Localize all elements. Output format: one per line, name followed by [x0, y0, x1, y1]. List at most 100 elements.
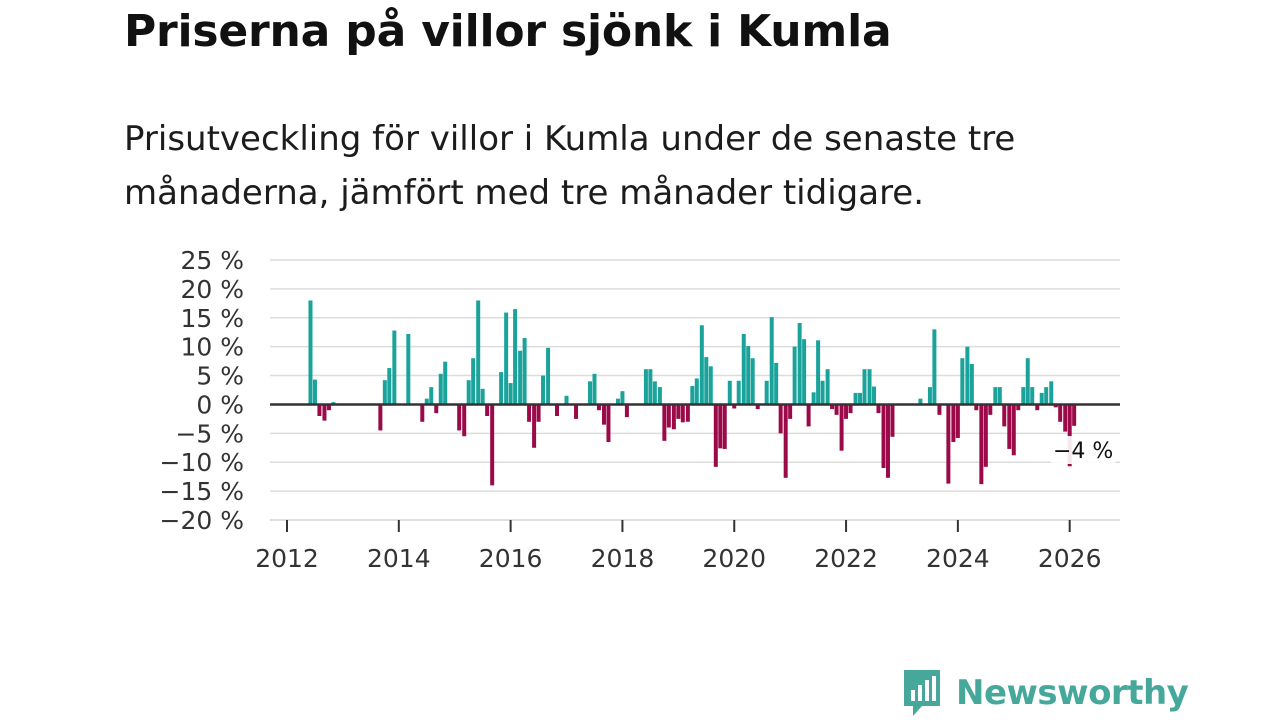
bar: [969, 364, 974, 405]
bar: [830, 404, 835, 410]
bar: [881, 404, 886, 468]
bar: [620, 391, 625, 405]
annotation-background: [1050, 436, 1117, 464]
bar: [513, 309, 518, 405]
bar: [802, 339, 807, 405]
bar: [816, 340, 821, 405]
bar: [741, 333, 746, 405]
bar: [438, 373, 443, 405]
bar: [746, 346, 751, 405]
bar: [997, 387, 1002, 405]
bar: [825, 369, 830, 405]
bar: [965, 346, 970, 405]
bar: [1011, 404, 1016, 456]
bar: [727, 380, 732, 405]
bar: [1016, 404, 1021, 411]
bar: [1039, 392, 1044, 405]
bar: [490, 404, 495, 486]
bar: [713, 404, 718, 467]
y-tick-label: −20 %: [160, 506, 244, 535]
bar: [993, 387, 998, 405]
bar: [951, 404, 956, 442]
bar: [518, 350, 523, 405]
bar: [690, 385, 695, 405]
bar: [820, 380, 825, 405]
bar: [596, 404, 601, 411]
bar: [979, 404, 984, 485]
bar: [471, 358, 476, 405]
bar: [308, 300, 313, 405]
bar: [592, 373, 597, 405]
y-tick-label: 15 %: [180, 304, 244, 333]
bar: [504, 312, 509, 405]
bar: [699, 325, 704, 405]
x-tick-label: 2022: [814, 544, 878, 573]
y-tick-label: −15 %: [160, 477, 244, 506]
y-tick-label: −5 %: [175, 419, 244, 448]
bar: [424, 398, 429, 405]
y-tick-label: 10 %: [180, 333, 244, 362]
bar: [1007, 404, 1012, 449]
grid-lines: [270, 259, 1120, 521]
bar: [662, 404, 667, 441]
bar: [955, 404, 960, 438]
bar: [718, 404, 723, 449]
x-axis-ticks: 2012 2014 2016 2018 2020 2022 2024 2026: [255, 520, 1101, 573]
bar: [778, 404, 783, 434]
bar: [722, 404, 727, 449]
bar: [1072, 404, 1077, 426]
bar: [322, 404, 327, 421]
bar: [853, 392, 858, 405]
bar: [862, 369, 867, 405]
y-tick-label: 25 %: [180, 246, 244, 275]
logo-text: Newsworthy: [956, 673, 1189, 713]
bar: [988, 404, 993, 415]
bar: [1025, 358, 1030, 405]
annotation: −4 %: [1050, 436, 1117, 464]
bar: [643, 369, 648, 405]
annotation-label: −4 %: [1053, 439, 1113, 464]
bar: [792, 346, 797, 405]
bar: [606, 404, 611, 442]
bar: [434, 404, 439, 414]
bar: [872, 386, 877, 405]
bar: [387, 368, 392, 405]
bar: [527, 404, 532, 422]
bar: [867, 369, 872, 405]
bar: [732, 404, 737, 409]
bar: [774, 362, 779, 405]
bar: [574, 404, 579, 419]
bar: [1044, 387, 1049, 405]
bar: [844, 404, 849, 419]
bar: [406, 333, 411, 405]
newsworthy-logo[interactable]: Newsworthy: [902, 668, 1189, 718]
bar: [624, 404, 629, 418]
bar: [485, 404, 490, 416]
bar-series: [308, 300, 1077, 486]
bar: [983, 404, 988, 467]
bar: [708, 366, 713, 405]
bar: [1021, 387, 1026, 405]
bar: [806, 404, 811, 427]
bar: [317, 404, 322, 416]
bar: [811, 392, 816, 405]
chart-subtitle: Prisutveckling för villor i Kumla under …: [124, 119, 1016, 213]
bar: [918, 398, 923, 405]
y-tick-label: 0 %: [196, 390, 244, 419]
bar: [680, 404, 685, 423]
bar: [885, 404, 890, 478]
x-tick-label: 2014: [367, 544, 431, 573]
bar: [588, 381, 593, 405]
bar: [480, 388, 485, 405]
bar: [1053, 404, 1058, 408]
newsworthy-bar-icon: [904, 670, 940, 716]
bar: [876, 404, 881, 414]
y-axis-ticks: 25 %20 %15 %10 %5 %0 %−5 %−10 %−15 %−20 …: [160, 246, 244, 535]
x-tick-label: 2012: [255, 544, 319, 573]
bar: [932, 329, 937, 405]
bar: [462, 404, 467, 437]
bar: [429, 387, 434, 405]
bar: [1058, 404, 1063, 422]
bar: [378, 404, 383, 431]
